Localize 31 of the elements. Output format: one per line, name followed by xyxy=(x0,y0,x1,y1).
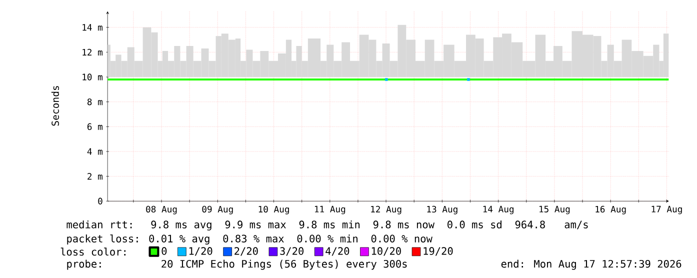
y-tick-label: 14 m xyxy=(82,24,102,31)
y-tick-label: 4 m xyxy=(87,148,102,155)
legend-label: 10/20 xyxy=(372,247,401,256)
y-tick-label: 6 m xyxy=(87,123,102,130)
y-axis-title: Seconds xyxy=(51,86,59,126)
y-tick-label: 0 xyxy=(98,198,102,205)
x-tick-label: 13 Aug xyxy=(427,206,458,214)
legend-label: 4/20 xyxy=(326,247,350,256)
y-tick-label: 10 m xyxy=(82,74,102,80)
y-tick-label: 2 m xyxy=(88,173,102,180)
x-tick-label: 15 Aug xyxy=(540,206,570,214)
y-tick-label: 12 m xyxy=(82,48,102,56)
x-tick-label: 12 Aug xyxy=(371,206,402,214)
text: packet loss: 0.01 % avg 0.83 % max 0.00 % min 0.00 % now xyxy=(67,234,432,245)
text: end: Mon Aug 17 12:57:39 2026 xyxy=(501,260,682,270)
legend-title: loss color: xyxy=(60,248,126,256)
text: probe: 20 ICMP Echo Pings (56 Bytes) every 300s xyxy=(67,260,407,270)
legend-label: 1/20 xyxy=(189,247,212,256)
x-tick-label: 11 Aug xyxy=(314,206,346,214)
x-tick-label: 08 Aug xyxy=(146,206,177,214)
y-tick-label: 8 m xyxy=(87,98,102,106)
legend-label: 19/20 xyxy=(424,247,453,256)
legend-label: 3/20 xyxy=(280,247,304,256)
x-tick-label: 16 Aug xyxy=(596,206,626,214)
x-tick-label: 17 Aug xyxy=(652,206,682,214)
x-tick-label: 10 Aug xyxy=(258,206,289,214)
text: median rtt: 9.8 ms avg 9.9 ms max 9.8 ms min 9.8 ms now 0.0 ms sd 964.8 am/s xyxy=(66,220,588,231)
legend-label: 0 xyxy=(162,247,167,255)
legend-label: 2/20 xyxy=(234,247,258,256)
x-tick-label: 09 Aug xyxy=(202,206,233,214)
x-tick-label: 14 Aug xyxy=(483,206,514,214)
